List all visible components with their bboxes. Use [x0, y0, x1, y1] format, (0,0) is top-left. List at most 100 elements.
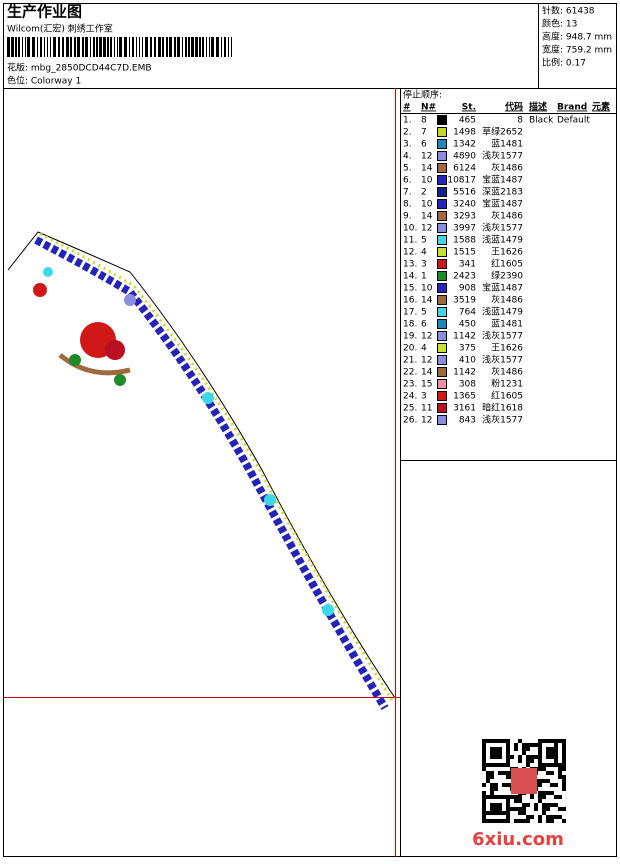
code: 蓝1481 [491, 318, 523, 330]
qr-module [502, 763, 506, 767]
column-header: # [403, 103, 411, 113]
qr-module [526, 743, 530, 747]
bar [206, 37, 207, 57]
stop-number: 11. [403, 236, 417, 246]
code: 浅灰1577 [482, 354, 523, 366]
qr-module [546, 751, 550, 755]
qr-module [490, 747, 494, 751]
bar [53, 37, 56, 57]
code: 灰1486 [491, 210, 523, 222]
color-swatch [437, 199, 447, 209]
stop-number: 8. [403, 200, 412, 210]
stitches: 843 [459, 416, 476, 426]
embroidery-edge [39, 232, 394, 701]
color-swatch [437, 355, 447, 365]
stitches: 1515 [453, 248, 476, 258]
qr-module [514, 747, 518, 751]
qr-module [534, 803, 538, 807]
qr-module [498, 747, 502, 751]
bar [231, 37, 232, 57]
color-swatch [437, 211, 447, 221]
stop-number: 18. [403, 320, 417, 330]
color-swatch [437, 295, 447, 305]
qr-module [486, 819, 490, 823]
column-header: Brand [557, 103, 587, 113]
code: 深蓝2183 [482, 186, 523, 198]
needle: 15 [421, 380, 432, 390]
stitches: 308 [459, 380, 476, 390]
qr-module [558, 767, 562, 771]
qr-module [530, 743, 534, 747]
bar [182, 37, 183, 57]
color-swatch [437, 223, 447, 233]
bar [103, 37, 106, 57]
qr-module [538, 799, 542, 803]
bar [145, 37, 148, 57]
color-swatch [437, 187, 447, 197]
qr-module [518, 799, 522, 803]
needle: 11 [421, 404, 432, 414]
qr-module [562, 767, 566, 771]
bar [47, 37, 48, 57]
stitches: 1498 [453, 128, 476, 138]
qr-module [550, 819, 554, 823]
qr-module [538, 767, 542, 771]
column-header: N# [421, 103, 436, 113]
color-swatch [437, 259, 447, 269]
info-item: 颜色: 13 [542, 18, 577, 30]
color-swatch [437, 391, 447, 401]
needle: 14 [421, 368, 433, 378]
qr-module [558, 795, 562, 799]
color-swatch [437, 319, 447, 329]
qr-module [506, 783, 510, 787]
qr-module [482, 807, 486, 811]
qr-module [562, 779, 566, 783]
qr-module [498, 819, 502, 823]
qr-module [490, 819, 494, 823]
qr-module [538, 819, 542, 823]
design-file: 花版: mbg_2850DCD44C7D.EMB [7, 62, 152, 74]
needle: 14 [421, 296, 433, 306]
stitches: 908 [459, 284, 476, 294]
qr-module [506, 815, 510, 819]
bar [110, 37, 112, 57]
bar [224, 37, 226, 57]
qr-module [558, 763, 562, 767]
column-header: 描述 [529, 101, 547, 113]
code: 浅灰1577 [482, 330, 523, 342]
qr-module [486, 771, 490, 775]
code: 浅灰1577 [482, 222, 523, 234]
qr-module [554, 743, 558, 747]
stop-number: 13. [403, 260, 417, 270]
qr-module [514, 795, 518, 799]
flower-motif [33, 267, 334, 616]
qr-module [506, 811, 510, 815]
bar [85, 37, 88, 57]
qr-module [494, 819, 498, 823]
qr-module [526, 803, 530, 807]
qr-module [550, 815, 554, 819]
qr-module [506, 747, 510, 751]
qr-module [514, 819, 518, 823]
qr-module [514, 799, 518, 803]
qr-module [506, 759, 510, 763]
stop-number: 16. [403, 296, 417, 306]
qr-module [546, 819, 550, 823]
code: 浅蓝1479 [482, 306, 523, 318]
code: 浅灰1577 [482, 414, 523, 426]
stop-number: 14. [403, 272, 417, 282]
bar [90, 37, 91, 57]
qr-module [486, 811, 490, 815]
bar [44, 37, 45, 57]
qr-module [546, 771, 550, 775]
qr-module [498, 751, 502, 755]
qr-module [526, 759, 530, 763]
bar [74, 37, 76, 57]
qr-module [562, 747, 566, 751]
qr-module [538, 755, 542, 759]
code: 王1626 [491, 247, 523, 258]
qr-module [554, 739, 558, 743]
color-swatch [437, 151, 447, 161]
qr-module [542, 807, 546, 811]
